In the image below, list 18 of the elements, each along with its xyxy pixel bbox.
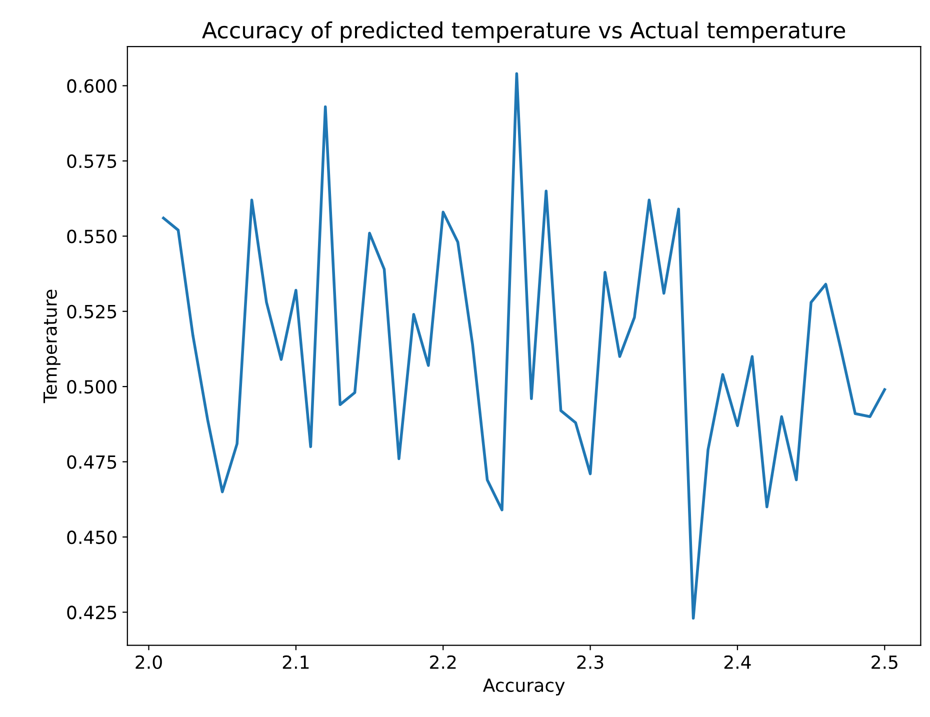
x-tick-label: 2.4	[724, 655, 751, 669]
x-tick-label: 2.3	[577, 655, 604, 669]
y-tick-label: 0.600	[67, 79, 116, 93]
y-tick-label: 0.550	[67, 230, 116, 244]
y-axis-title: Temperature	[44, 290, 60, 404]
y-tick-label: 0.450	[67, 530, 116, 544]
y-tick-label: 0.425	[67, 606, 116, 620]
x-tick-label: 2.5	[872, 655, 898, 669]
x-tick-label: 2.2	[430, 655, 456, 669]
chart-title: Accuracy of predicted temperature vs Actual temperature	[202, 21, 846, 43]
x-tick-label: 2.1	[282, 655, 309, 669]
line-series	[162, 72, 886, 620]
y-tick-label: 0.575	[67, 154, 116, 168]
y-tick-label: 0.475	[67, 455, 116, 469]
x-axis-title: Accuracy	[482, 678, 565, 696]
y-tick-label: 0.525	[67, 304, 116, 318]
x-tick-label: 2.0	[136, 655, 162, 669]
y-tick-label: 0.500	[67, 380, 116, 394]
